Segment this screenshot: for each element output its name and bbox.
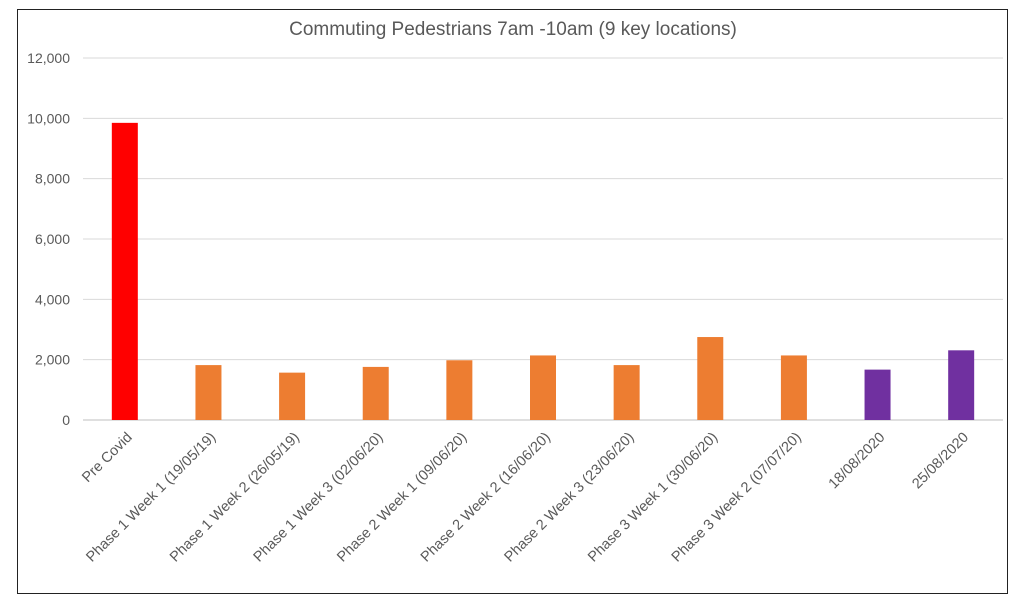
y-tick-label: 6,000 xyxy=(35,231,70,247)
bar xyxy=(780,355,807,420)
y-tick-label: 2,000 xyxy=(35,352,70,368)
bar xyxy=(864,369,891,420)
bar xyxy=(530,355,556,420)
y-tick-label: 10,000 xyxy=(27,110,70,126)
bar xyxy=(111,122,138,420)
bar xyxy=(195,365,222,420)
chart-area: Commuting Pedestrians 7am -10am (9 key l… xyxy=(17,9,1008,594)
bar xyxy=(613,365,640,420)
y-tick-label: 8,000 xyxy=(35,171,70,187)
x-tick-label: 25/08/2020 xyxy=(909,430,972,493)
bar xyxy=(362,366,389,420)
y-axis-tick-labels: 0 2,000 4,000 6,000 8,000 10,000 12,000 xyxy=(27,50,70,428)
bar xyxy=(279,372,306,420)
y-tick-label: 4,000 xyxy=(35,291,70,307)
x-tick-label: Pre Covid xyxy=(79,430,135,486)
x-tick-label: 18/08/2020 xyxy=(826,430,889,493)
bars xyxy=(111,122,975,420)
y-tick-label: 0 xyxy=(62,412,70,428)
bar xyxy=(697,337,724,420)
bar xyxy=(948,350,975,420)
y-tick-label: 12,000 xyxy=(27,50,70,66)
gridlines xyxy=(83,57,1003,421)
bar-chart: Commuting Pedestrians 7am -10am (9 key l… xyxy=(27,19,1003,566)
bar xyxy=(446,360,473,420)
chart-title: Commuting Pedestrians 7am -10am (9 key l… xyxy=(289,19,737,40)
